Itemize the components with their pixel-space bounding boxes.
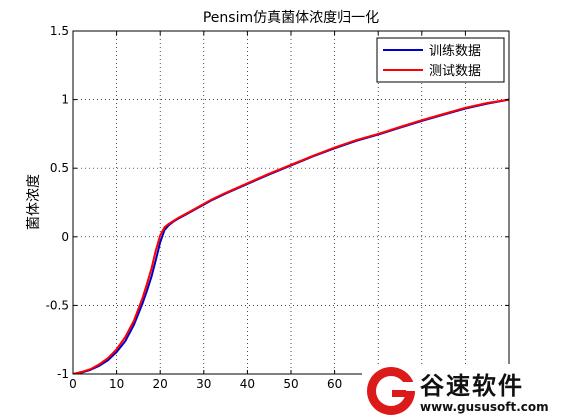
y-tick-label: -0.5 xyxy=(46,298,69,312)
x-tick-label: 20 xyxy=(153,377,168,391)
series-layer xyxy=(73,98,509,374)
watermark-url: www.gususoft.com xyxy=(420,400,549,414)
series-line-2 xyxy=(73,98,509,374)
watermark: 谷速软件 www.gususoft.com xyxy=(362,364,560,420)
gususoft-logo-icon xyxy=(367,367,416,415)
legend-label-2: 测试数据 xyxy=(429,64,481,79)
y-tick-label: 1.5 xyxy=(50,24,69,38)
x-tick-label: 10 xyxy=(109,377,124,391)
x-tick-label: 50 xyxy=(283,377,298,391)
x-tick-label: 40 xyxy=(240,377,255,391)
y-tick-label: 1 xyxy=(61,93,69,107)
legend-label-1: 训练数据 xyxy=(429,44,481,59)
y-tick-label: -1 xyxy=(57,367,69,381)
legend-box xyxy=(376,37,505,83)
x-tick-label: 30 xyxy=(196,377,211,391)
x-tick-label: 60 xyxy=(327,377,342,391)
grid xyxy=(73,31,509,374)
y-tick-label: 0 xyxy=(61,230,69,244)
watermark-brand: 谷速软件 xyxy=(420,372,524,400)
x-tick-label: 0 xyxy=(69,377,77,391)
y-tick-label: 0.5 xyxy=(50,161,69,175)
y-axis-label: 菌体浓度 xyxy=(26,174,42,230)
chart-title: Pensim仿真菌体浓度归一化 xyxy=(203,9,379,26)
